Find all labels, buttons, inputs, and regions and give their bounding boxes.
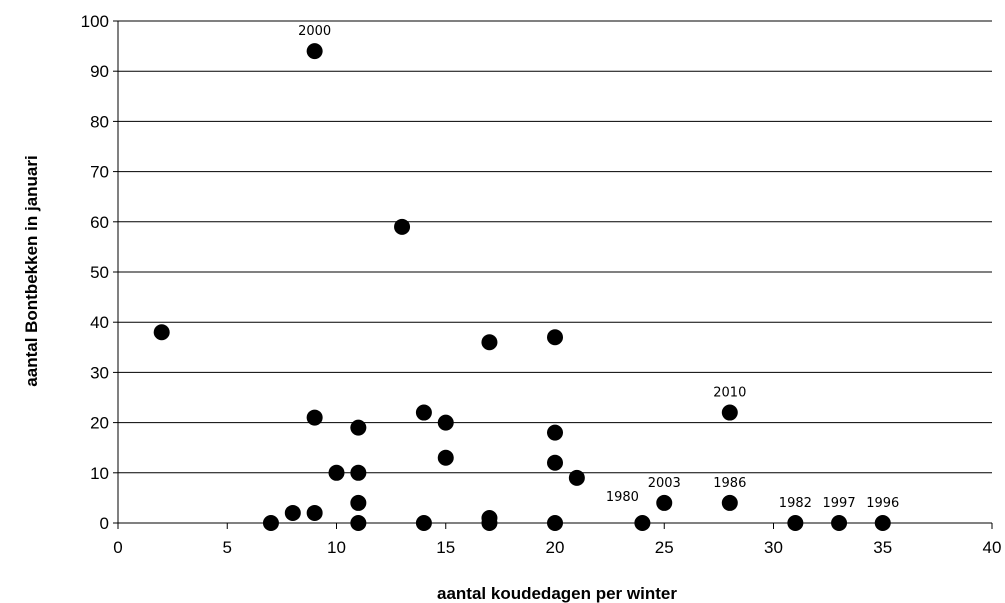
x-tick-label: 0 — [113, 538, 122, 557]
data-point — [153, 324, 170, 341]
x-tick-label: 15 — [436, 538, 455, 557]
data-point — [262, 515, 279, 531]
data-point — [547, 329, 563, 346]
data-point — [437, 414, 454, 431]
data-point — [350, 464, 367, 481]
data-point — [568, 469, 585, 486]
y-tick-label: 0 — [100, 514, 109, 533]
x-tick-label: 40 — [983, 538, 1002, 557]
point-label: 1980 — [606, 490, 639, 505]
data-point — [874, 515, 891, 531]
data-point — [415, 515, 432, 531]
data-point — [306, 409, 323, 426]
y-tick-label: 50 — [90, 263, 109, 282]
y-tick-label: 90 — [90, 62, 109, 81]
data-point — [721, 494, 738, 511]
point-label: 1982 — [779, 496, 812, 511]
data-point — [350, 515, 367, 531]
y-tick-label: 20 — [90, 414, 109, 433]
data-point — [656, 494, 673, 511]
data-point — [721, 404, 738, 421]
data-point — [350, 494, 367, 511]
point-labels: 2000 1980 2003 2010 1986 1982 1997 1996 — [298, 24, 899, 511]
data-point — [306, 504, 323, 521]
x-tick-label: 25 — [655, 538, 674, 557]
x-tick-label: 5 — [223, 538, 232, 557]
data-point — [547, 424, 563, 441]
point-label: 2000 — [298, 24, 331, 39]
point-label: 1996 — [866, 496, 899, 511]
point-label: 1986 — [713, 476, 746, 491]
data-points — [153, 43, 891, 531]
y-tick-label: 100 — [81, 12, 109, 31]
data-point — [284, 504, 301, 521]
point-label: 2010 — [713, 386, 746, 401]
x-tick-label: 35 — [873, 538, 892, 557]
y-tick-labels: 0 10 20 30 40 50 60 70 80 90 100 — [81, 12, 109, 533]
data-point — [481, 515, 498, 531]
x-tick-label: 30 — [764, 538, 783, 557]
point-label: 1997 — [823, 496, 856, 511]
point-label: 2003 — [648, 476, 681, 491]
x-axis-title: aantal koudedagen per winter — [437, 584, 677, 603]
data-point — [306, 43, 323, 60]
data-point — [350, 419, 367, 436]
data-point — [328, 464, 345, 481]
data-point — [394, 218, 411, 235]
x-tick-labels: 0 5 10 15 20 25 30 35 40 — [113, 538, 1001, 557]
y-tick-label: 70 — [90, 163, 109, 182]
data-point — [831, 515, 848, 531]
y-tick-label: 80 — [90, 112, 109, 131]
data-point — [547, 515, 563, 531]
y-tick-label: 40 — [90, 313, 109, 332]
y-axis-title: aantal Bontbekken in januari — [22, 155, 41, 386]
data-point — [547, 454, 563, 471]
x-tick-label: 10 — [327, 538, 346, 557]
gridlines — [118, 20, 992, 474]
axes — [113, 20, 993, 529]
data-point — [415, 404, 432, 421]
y-tick-label: 30 — [90, 363, 109, 382]
data-point — [787, 515, 804, 531]
y-tick-label: 60 — [90, 213, 109, 232]
x-tick-label: 20 — [546, 538, 565, 557]
data-point — [634, 515, 651, 531]
y-tick-label: 10 — [90, 464, 109, 483]
data-point — [437, 449, 454, 466]
data-point — [481, 334, 498, 351]
